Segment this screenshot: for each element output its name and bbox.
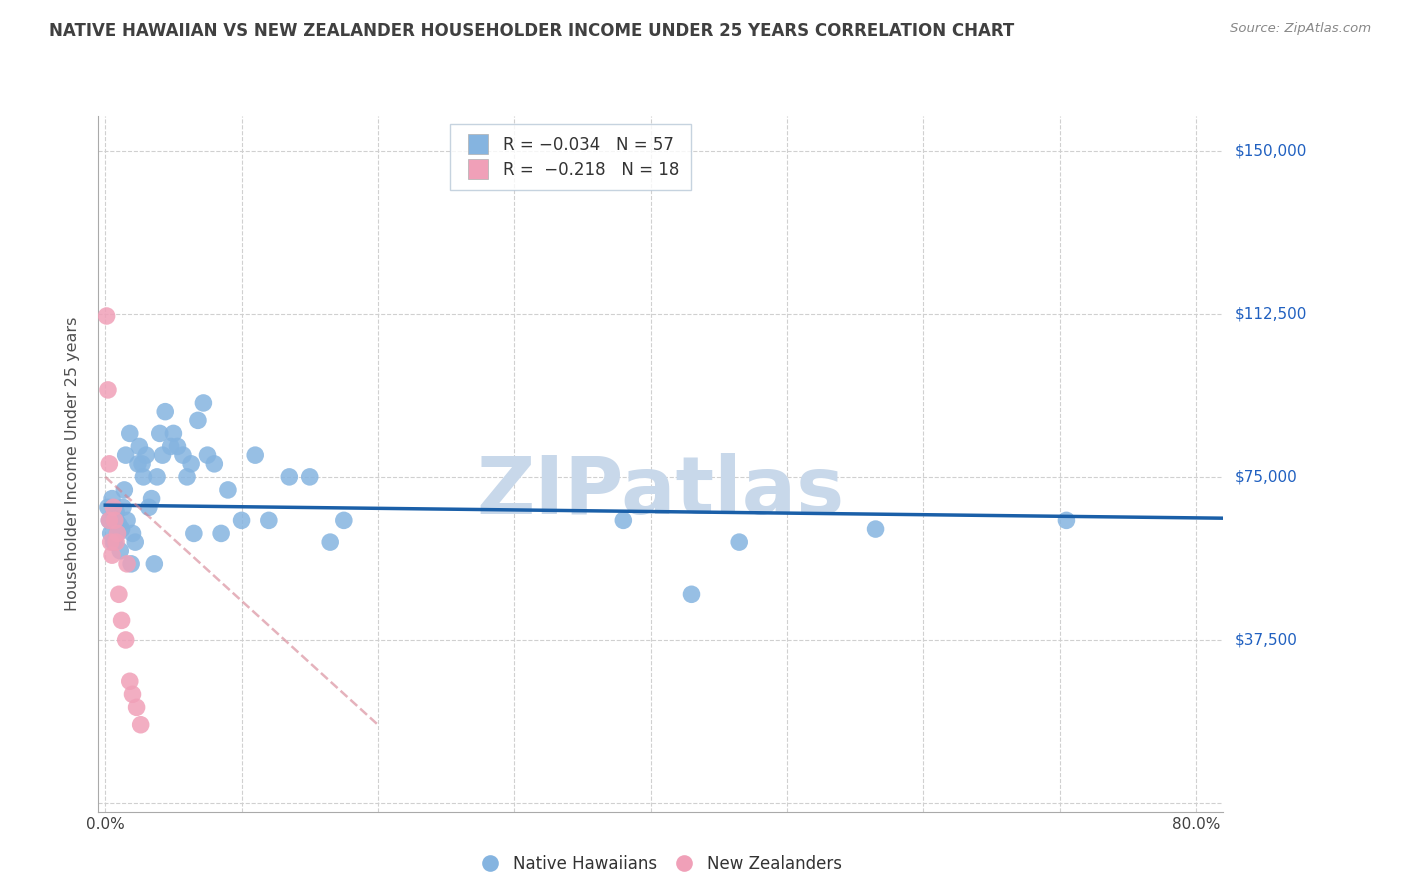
Point [166,440,188,454]
Text: $150,000: $150,000 [1234,144,1306,158]
Y-axis label: Householder Income Under 25 years: Householder Income Under 25 years [65,317,80,611]
Point [132,470,155,484]
Point [865,522,887,536]
Point [101,548,124,562]
Point [100,526,122,541]
Point [115,557,138,571]
Point [162,426,184,441]
Text: $112,500: $112,500 [1234,306,1306,321]
Point [245,448,267,462]
Point [96,309,118,323]
Point [187,413,209,427]
Point [149,426,172,441]
Point [278,470,301,484]
Text: $37,500: $37,500 [1234,632,1298,648]
Text: ZIPatlas: ZIPatlas [477,452,845,531]
Point [108,587,131,601]
Point [612,513,634,527]
Point [217,483,239,497]
Text: NATIVE HAWAIIAN VS NEW ZEALANDER HOUSEHOLDER INCOME UNDER 25 YEARS CORRELATION C: NATIVE HAWAIIAN VS NEW ZEALANDER HOUSEHO… [49,22,1015,40]
Point [121,687,143,701]
Point [107,526,129,541]
Text: Source: ZipAtlas.com: Source: ZipAtlas.com [1230,22,1371,36]
Point [155,405,177,419]
Point [97,383,120,397]
Point [112,483,135,497]
Legend: Native Hawaiians, New Zealanders: Native Hawaiians, New Zealanders [472,848,849,880]
Point [115,513,138,527]
Point [135,448,157,462]
Point [728,535,751,549]
Point [114,632,136,647]
Point [298,470,321,484]
Point [319,535,342,549]
Point [143,557,166,571]
Point [98,457,121,471]
Point [110,522,132,536]
Point [110,614,132,628]
Point [118,426,141,441]
Point [105,513,128,527]
Point [152,448,174,462]
Point [118,674,141,689]
Point [103,500,125,515]
Point [105,505,128,519]
Point [105,535,128,549]
Point [131,457,153,471]
Point [183,526,205,541]
Point [681,587,703,601]
Point [103,535,125,549]
Point [107,526,129,541]
Point [176,470,198,484]
Point [231,513,253,527]
Text: $75,000: $75,000 [1234,469,1298,484]
Point [111,500,134,515]
Point [138,500,160,515]
Point [97,500,120,515]
Point [172,448,194,462]
Point [110,543,132,558]
Point [98,513,121,527]
Point [159,440,181,454]
Point [209,526,232,541]
Point [108,517,131,532]
Point [125,700,148,714]
Point [257,513,280,527]
Point [124,535,146,549]
Point [193,396,215,410]
Point [197,448,219,462]
Point [146,470,169,484]
Point [180,457,202,471]
Point [127,457,149,471]
Point [1054,513,1077,527]
Point [98,513,121,527]
Point [100,535,122,549]
Point [333,513,356,527]
Point [129,717,152,731]
Point [121,526,143,541]
Point [101,491,124,506]
Point [120,557,142,571]
Point [104,513,127,527]
Point [202,457,225,471]
Point [128,440,150,454]
Point [141,491,163,506]
Point [114,448,136,462]
Point [104,535,127,549]
